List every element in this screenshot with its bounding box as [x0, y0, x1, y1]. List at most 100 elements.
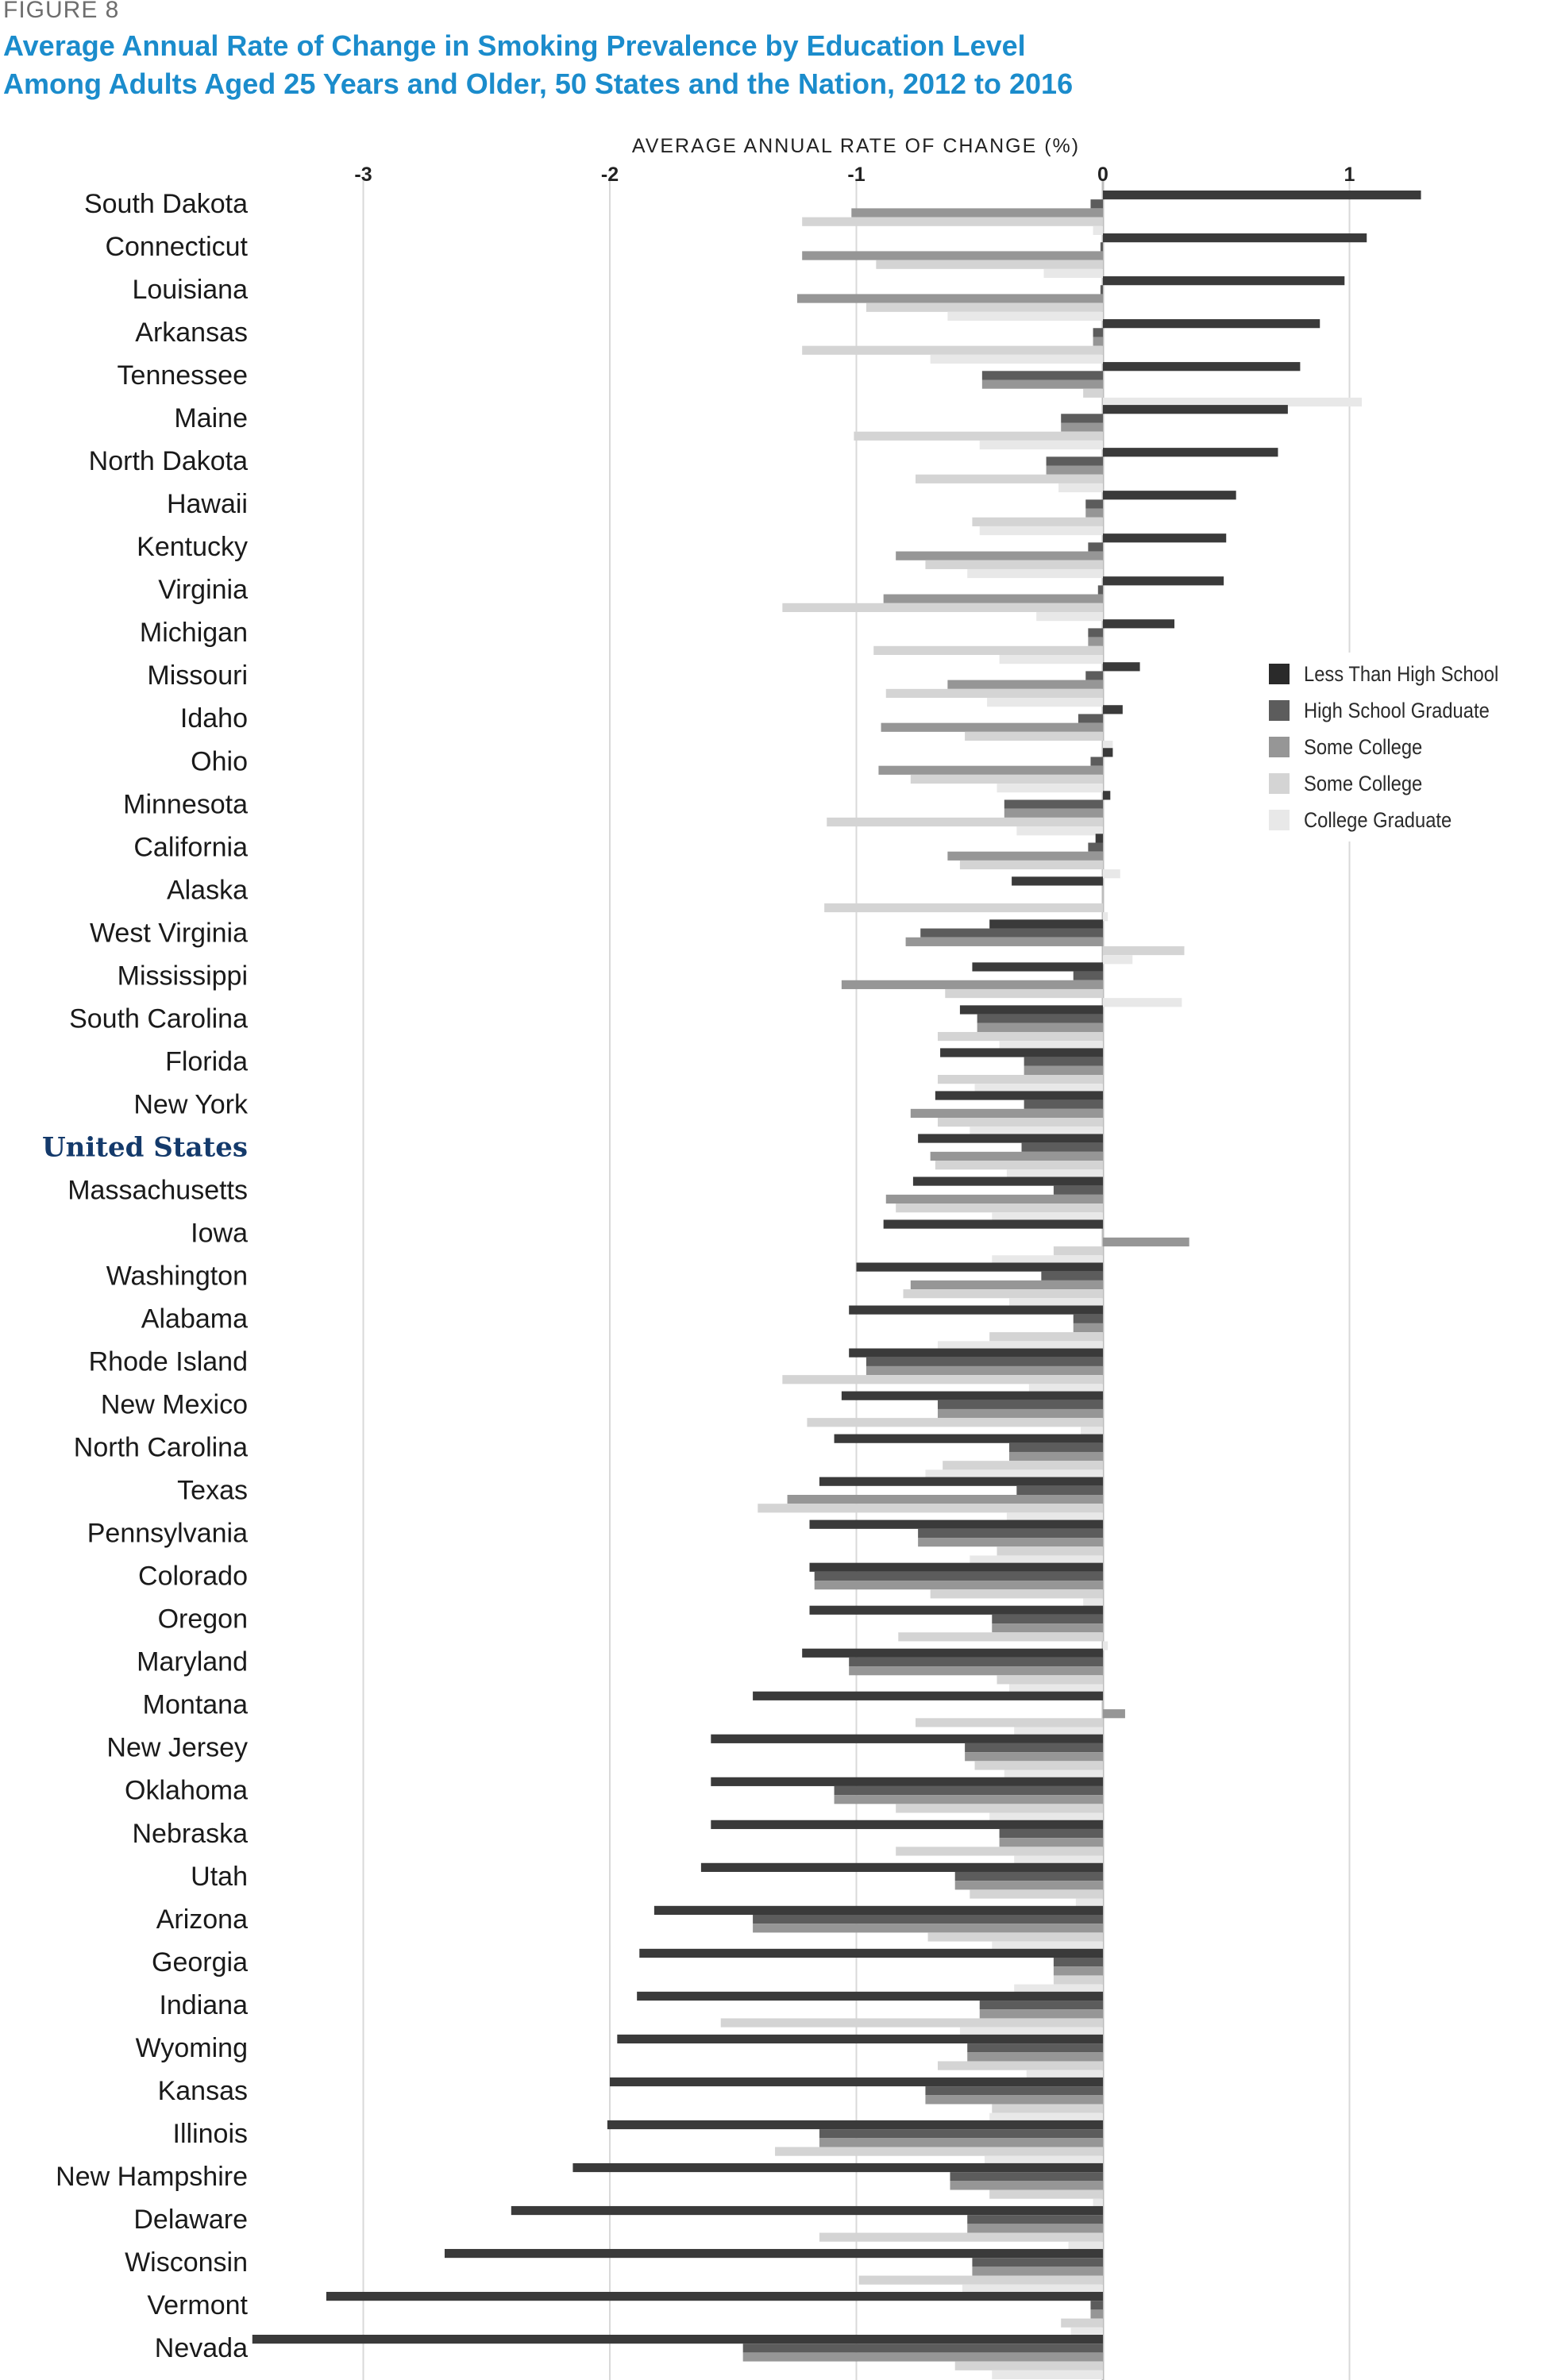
bar: [937, 1118, 1103, 1127]
category-label: Montana: [143, 1690, 248, 1720]
bar: [896, 1804, 1103, 1813]
bar: [972, 962, 1103, 972]
bar: [1100, 285, 1103, 295]
bar: [1085, 508, 1103, 518]
bar: [742, 2352, 1103, 2362]
bar: [930, 1151, 1103, 1161]
bar: [827, 817, 1103, 827]
bar: [989, 919, 1103, 929]
bar: [573, 2162, 1103, 2173]
bar: [834, 1785, 1103, 1796]
bar: [824, 903, 1103, 913]
bar: [916, 474, 1103, 483]
bar: [1016, 826, 1103, 836]
bar: [802, 1648, 1103, 1658]
bar: [989, 2189, 1103, 2199]
category-label: North Dakota: [89, 446, 248, 476]
category-label: South Dakota: [84, 189, 248, 219]
bar: [878, 765, 1103, 775]
bar: [1103, 233, 1367, 243]
bar: [999, 1838, 1103, 1847]
bar: [1021, 1142, 1103, 1152]
bar: [1090, 199, 1103, 209]
category-label: Wisconsin: [125, 2247, 248, 2278]
category-label: Virginia: [158, 575, 248, 605]
bar: [1012, 876, 1103, 886]
bar: [834, 1795, 1103, 1804]
bar: [782, 603, 1103, 612]
category-label: Louisiana: [132, 275, 248, 305]
bar: [989, 2112, 1103, 2122]
bar: [947, 851, 1103, 861]
legend-label: Less Than High School: [1304, 661, 1499, 686]
bar: [1103, 1709, 1125, 1719]
bar: [711, 1734, 1103, 1743]
bar: [1103, 741, 1113, 750]
bar: [989, 1812, 1103, 1822]
bar: [873, 645, 1103, 655]
bar: [1009, 1298, 1103, 1307]
bar: [819, 2138, 1103, 2147]
bar: [819, 2129, 1103, 2139]
bar: [1014, 1855, 1103, 1865]
bar: [997, 784, 1103, 793]
category-labels: South Dakota Connecticut Louisiana Arkansas…: [42, 189, 249, 2363]
chart-title-line-1: Average Annual Rate of Change in Smoking…: [3, 29, 1026, 62]
bar: [1103, 362, 1301, 372]
bar: [1103, 191, 1421, 200]
bar: [918, 1528, 1103, 1539]
bar: [937, 2061, 1103, 2070]
category-label: Maryland: [137, 1647, 248, 1677]
bar: [965, 1752, 1103, 1762]
bar: [796, 294, 1103, 303]
bar: [945, 988, 1103, 999]
legend: Less Than High School High School Graduat…: [1263, 653, 1533, 841]
category-label: Florida: [165, 1046, 248, 1076]
bar: [943, 1461, 1103, 1470]
category-label: Delaware: [133, 2205, 248, 2235]
category-label: Washington: [106, 1261, 248, 1292]
bar: [711, 1820, 1103, 1829]
bar: [802, 217, 1103, 226]
x-tick-label: 1: [1344, 164, 1355, 186]
bar: [925, 1469, 1103, 1479]
bar: [967, 2052, 1103, 2062]
bar: [930, 1589, 1103, 1599]
bar: [1103, 945, 1185, 956]
bar: [1090, 757, 1103, 766]
bar: [987, 698, 1103, 707]
bar: [916, 1718, 1103, 1727]
bar: [1014, 1984, 1103, 1993]
chart-title-line-2: Among Adults Aged 25 Years and Older, 50…: [3, 67, 1074, 100]
bar: [1103, 662, 1140, 672]
bar: [809, 1605, 1103, 1615]
legend-item: Less Than High School: [1263, 656, 1533, 692]
category-label: Kentucky: [137, 532, 248, 562]
bar: [1053, 1975, 1103, 1985]
bar: [841, 980, 1103, 989]
category-label: Pennsylvania: [87, 1519, 248, 1549]
bar: [1103, 533, 1227, 543]
bar: [1088, 842, 1103, 852]
category-label: New Mexico: [101, 1390, 248, 1420]
bar: [910, 774, 1103, 784]
category-label: Vermont: [147, 2290, 248, 2320]
bar: [1093, 225, 1103, 235]
category-label: Arizona: [156, 1904, 248, 1935]
bar: [1100, 242, 1103, 252]
bar: [326, 2291, 1103, 2301]
bar: [1088, 628, 1103, 637]
bar: [950, 2181, 1103, 2190]
bar: [1014, 1727, 1103, 1736]
bar: [937, 1031, 1103, 1042]
bar: [954, 2361, 1103, 2370]
bar: [896, 551, 1103, 560]
category-label: Illinois: [173, 2119, 248, 2149]
bar: [1043, 268, 1103, 279]
bar: [967, 568, 1103, 579]
bar: [1053, 1185, 1103, 1195]
bar: [753, 1915, 1103, 1924]
bar: [775, 2147, 1103, 2156]
bar: [1073, 1323, 1103, 1333]
bar: [981, 379, 1103, 389]
